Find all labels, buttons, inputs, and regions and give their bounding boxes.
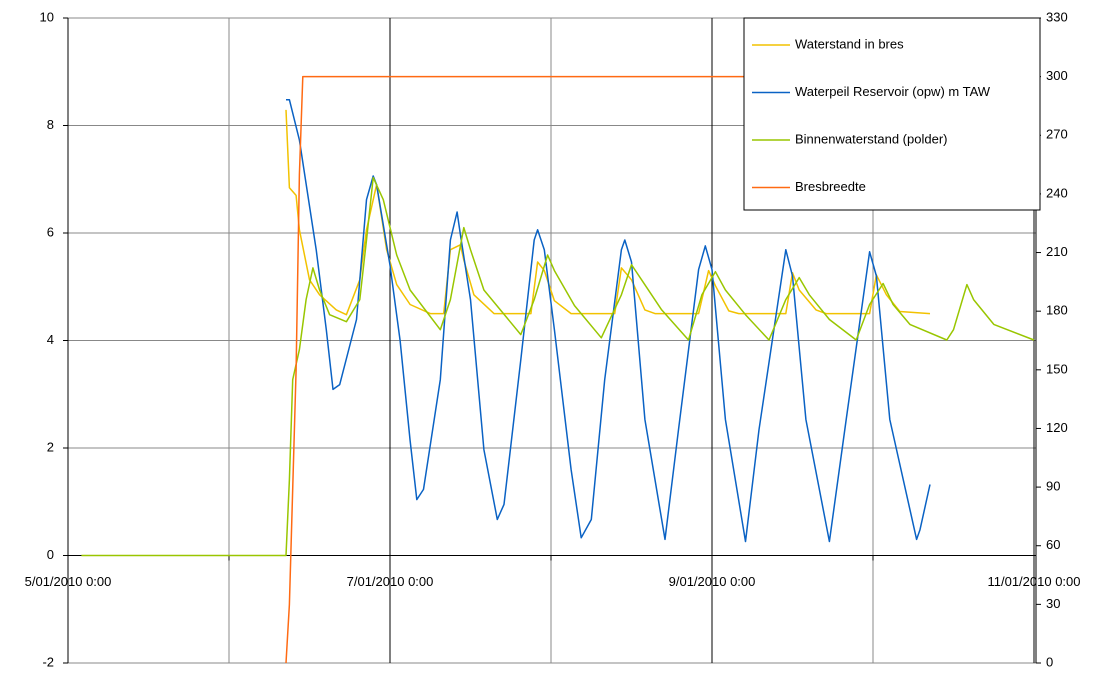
y2-tick-label: 150 bbox=[1046, 361, 1068, 376]
legend-label: Binnenwaterstand (polder) bbox=[795, 131, 947, 146]
y2-tick-label: 60 bbox=[1046, 537, 1060, 552]
y2-tick-label: 0 bbox=[1046, 654, 1053, 669]
legend-box bbox=[743, 17, 1041, 211]
y2-tick-label: 120 bbox=[1046, 420, 1068, 435]
legend: Waterstand in bres Waterpeil Reservoir (o… bbox=[743, 17, 1041, 211]
y2-tick-label: 330 bbox=[1046, 9, 1068, 24]
x-tick-label: 7/01/2010 0:00 bbox=[347, 574, 434, 589]
x-tick-label: 11/01/2010 0:00 bbox=[987, 574, 1080, 589]
y-tick-label: 4 bbox=[47, 332, 54, 347]
x-tick-label: 9/01/2010 0:00 bbox=[669, 574, 756, 589]
legend-label: Waterstand in bres bbox=[795, 36, 904, 51]
y-tick-label: 6 bbox=[47, 224, 54, 239]
y-tick-label: 0 bbox=[47, 547, 54, 562]
y-tick-label: 8 bbox=[47, 117, 54, 132]
series-line bbox=[285, 75, 930, 664]
y2-tick-label: 90 bbox=[1046, 479, 1060, 494]
y-tick-label: 2 bbox=[47, 439, 54, 454]
y2-tick-label: 30 bbox=[1046, 596, 1060, 611]
y2-tick-label: 180 bbox=[1046, 303, 1068, 318]
y2-tick-label: 210 bbox=[1046, 244, 1068, 259]
series-line bbox=[81, 176, 1035, 557]
series-line bbox=[285, 109, 931, 316]
y2-tick-label: 270 bbox=[1046, 127, 1068, 142]
y-tick-label: 10 bbox=[40, 9, 54, 24]
y-tick-label: -2 bbox=[42, 654, 54, 669]
legend-label: Waterpeil Reservoir (opw) m TAW bbox=[795, 84, 991, 99]
legend-label: Bresbreedte bbox=[795, 179, 866, 194]
y2-tick-label: 240 bbox=[1046, 185, 1068, 200]
y2-tick-label: 300 bbox=[1046, 68, 1068, 83]
